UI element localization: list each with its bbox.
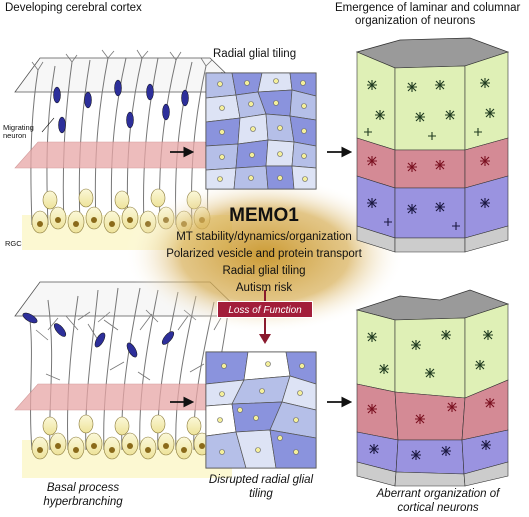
memo1-title: MEMO1	[149, 205, 379, 227]
radial-glial-tiling-label: Radial glial tiling	[213, 48, 296, 61]
top-right-title-line2: organization of neurons	[355, 15, 475, 28]
memo1-item: Radial glial tiling	[149, 265, 379, 278]
bottom-right-caption-line1: Aberrant organization of	[358, 488, 518, 501]
radial-glial-tiling-panel	[206, 73, 316, 189]
bottom-right-caption-line2: cortical neurons	[358, 502, 518, 515]
memo1-item: Polarized vesicle and protein transport	[149, 248, 379, 261]
laminar-block-panel	[357, 38, 508, 252]
bottom-left-caption-line1: Basal process	[18, 482, 148, 495]
memo1-item: Autism risk	[149, 282, 379, 295]
memo1-item: MT stability/dynamics/organization	[149, 231, 379, 244]
bottom-mid-caption-line2: tiling	[186, 488, 336, 501]
bottom-mid-caption-line1: Disrupted radial glial	[186, 474, 336, 487]
top-right-title-line1: Emergence of laminar and columnar	[335, 2, 520, 15]
bottom-left-caption-line2: hyperbranching	[18, 496, 148, 509]
disrupted-tiling-panel	[206, 352, 316, 468]
aberrant-block-panel	[357, 290, 508, 486]
top-left-title: Developing cerebral cortex	[5, 2, 142, 15]
rgc-label: RGC	[5, 240, 22, 249]
migrating-neuron-label-line2: neuron	[3, 132, 26, 141]
loss-of-function-label: Loss of Function	[217, 301, 313, 318]
